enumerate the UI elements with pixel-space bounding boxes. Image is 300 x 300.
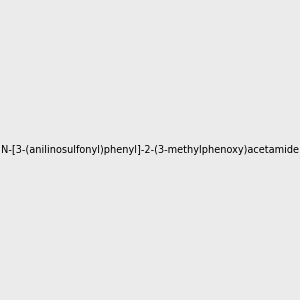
Text: N-[3-(anilinosulfonyl)phenyl]-2-(3-methylphenoxy)acetamide: N-[3-(anilinosulfonyl)phenyl]-2-(3-methy… <box>1 145 299 155</box>
